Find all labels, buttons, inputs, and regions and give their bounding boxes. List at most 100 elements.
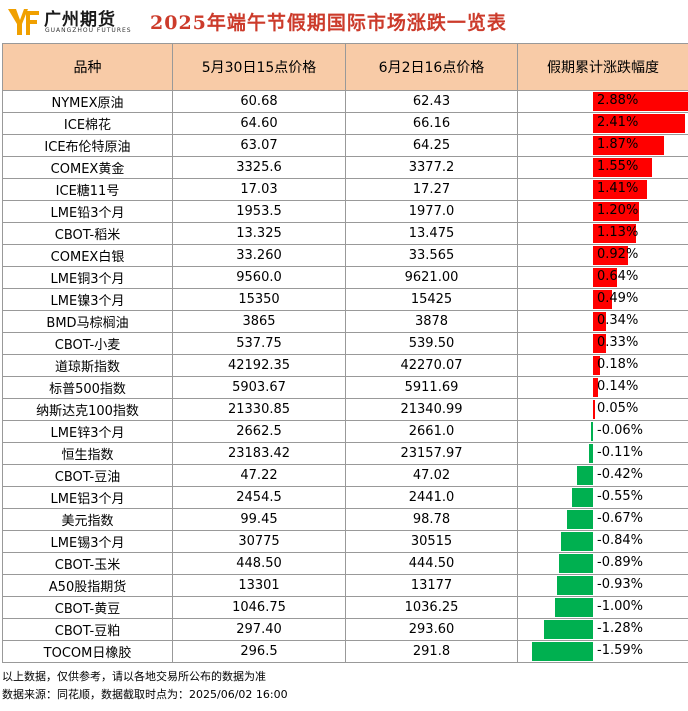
page-title: 2025年端午节假期国际市场涨跌一览表 bbox=[150, 12, 507, 34]
change-cell: 2.41% bbox=[517, 112, 688, 135]
change-cell: 0.49% bbox=[517, 288, 688, 311]
price-jun2-cell: 444.50 bbox=[345, 552, 518, 575]
change-bar bbox=[593, 268, 618, 287]
change-bar bbox=[593, 202, 639, 221]
variety-cell: A50股指期货 bbox=[2, 574, 173, 597]
price-jun2-cell: 2441.0 bbox=[345, 486, 518, 509]
change-percent: -0.67% bbox=[597, 511, 643, 526]
change-bar bbox=[593, 114, 686, 133]
price-jun2-cell: 15425 bbox=[345, 288, 518, 311]
table-header-row: 品种 5月30日15点价格 6月2日16点价格 假期累计涨跌幅度 bbox=[2, 43, 688, 91]
change-bar bbox=[593, 224, 637, 243]
price-jun2-cell: 98.78 bbox=[345, 508, 518, 531]
logo-icon bbox=[8, 9, 39, 35]
change-percent: 2.88% bbox=[597, 93, 639, 108]
variety-cell: NYMEX原油 bbox=[2, 90, 173, 113]
change-bar bbox=[532, 642, 593, 661]
table-row: ICE糖11号 17.03 17.27 1.41% bbox=[2, 178, 688, 201]
change-percent: -0.84% bbox=[597, 533, 643, 548]
table-row: ICE布伦特原油 63.07 64.25 1.87% bbox=[2, 134, 688, 157]
variety-cell: CBOT-小麦 bbox=[2, 332, 173, 355]
change-cell: 0.05% bbox=[517, 398, 688, 421]
price-jun2-cell: 5911.69 bbox=[345, 376, 518, 399]
change-percent: 0.49% bbox=[597, 291, 639, 306]
change-cell: -0.84% bbox=[517, 530, 688, 553]
price-may30-cell: 1953.5 bbox=[172, 200, 346, 223]
change-cell: -0.42% bbox=[517, 464, 688, 487]
price-may30-cell: 30775 bbox=[172, 530, 346, 553]
change-bar bbox=[554, 598, 593, 617]
price-may30-cell: 296.5 bbox=[172, 640, 346, 663]
change-percent: -0.55% bbox=[597, 489, 643, 504]
change-bar bbox=[593, 180, 647, 199]
price-jun2-cell: 42270.07 bbox=[345, 354, 518, 377]
header-price-jun2: 6月2日16点价格 bbox=[345, 43, 518, 91]
price-may30-cell: 13301 bbox=[172, 574, 346, 597]
variety-cell: CBOT-稻米 bbox=[2, 222, 173, 245]
table-row: CBOT-稻米 13.325 13.475 1.13% bbox=[2, 222, 688, 245]
change-cell: -1.59% bbox=[517, 640, 688, 663]
price-jun2-cell: 13.475 bbox=[345, 222, 518, 245]
price-jun2-cell: 66.16 bbox=[345, 112, 518, 135]
change-cell: 1.20% bbox=[517, 200, 688, 223]
table-row: CBOT-小麦 537.75 539.50 0.33% bbox=[2, 332, 688, 355]
change-percent: 0.34% bbox=[597, 313, 639, 328]
table-row: LME铜3个月 9560.0 9621.00 0.64% bbox=[2, 266, 688, 289]
variety-cell: 道琼斯指数 bbox=[2, 354, 173, 377]
table-row: BMD马棕榈油 3865 3878 0.34% bbox=[2, 310, 688, 333]
table-row: CBOT-豆粕 297.40 293.60 -1.28% bbox=[2, 618, 688, 641]
change-percent: -1.28% bbox=[597, 621, 643, 636]
price-jun2-cell: 30515 bbox=[345, 530, 518, 553]
change-percent: 1.87% bbox=[597, 137, 639, 152]
header-change: 假期累计涨跌幅度 bbox=[517, 43, 688, 91]
price-jun2-cell: 3377.2 bbox=[345, 156, 518, 179]
price-may30-cell: 537.75 bbox=[172, 332, 346, 355]
price-may30-cell: 99.45 bbox=[172, 508, 346, 531]
change-cell: -1.00% bbox=[517, 596, 688, 619]
price-jun2-cell: 3878 bbox=[345, 310, 518, 333]
price-jun2-cell: 1977.0 bbox=[345, 200, 518, 223]
change-percent: 1.55% bbox=[597, 159, 639, 174]
change-bar bbox=[593, 92, 688, 111]
change-bar bbox=[593, 378, 599, 397]
data-source-note: 数据来源：同花顺，数据截取时点为：2025/06/02 16:00 bbox=[2, 688, 288, 701]
table-row: 道琼斯指数 42192.35 42270.07 0.18% bbox=[2, 354, 688, 377]
table-row: TOCOM日橡胶 296.5 291.8 -1.59% bbox=[2, 640, 688, 663]
price-jun2-cell: 64.25 bbox=[345, 134, 518, 157]
variety-cell: COMEX黄金 bbox=[2, 156, 173, 179]
table-row: CBOT-豆油 47.22 47.02 -0.42% bbox=[2, 464, 688, 487]
table-row: A50股指期货 13301 13177 -0.93% bbox=[2, 574, 688, 597]
price-may30-cell: 60.68 bbox=[172, 90, 346, 113]
change-bar bbox=[567, 510, 593, 529]
change-percent: -0.93% bbox=[597, 577, 643, 592]
header: 广州期货 GUANGZHOU FUTURES 2025年端午节假期国际市场涨跌一… bbox=[0, 0, 688, 43]
variety-cell: CBOT-玉米 bbox=[2, 552, 173, 575]
price-jun2-cell: 17.27 bbox=[345, 178, 518, 201]
change-cell: 2.88% bbox=[517, 90, 688, 113]
variety-cell: CBOT-豆油 bbox=[2, 464, 173, 487]
table-row: 恒生指数 23183.42 23157.97 -0.11% bbox=[2, 442, 688, 465]
table-body: NYMEX原油 60.68 62.43 2.88% ICE棉花 64.60 66.16 2.4… bbox=[2, 90, 688, 663]
change-percent: 1.20% bbox=[597, 203, 639, 218]
change-bar bbox=[557, 576, 593, 595]
variety-cell: LME锌3个月 bbox=[2, 420, 173, 443]
price-may30-cell: 297.40 bbox=[172, 618, 346, 641]
change-cell: 0.34% bbox=[517, 310, 688, 333]
change-cell: -0.67% bbox=[517, 508, 688, 531]
price-jun2-cell: 9621.00 bbox=[345, 266, 518, 289]
price-jun2-cell: 13177 bbox=[345, 574, 518, 597]
variety-cell: 纳斯达克100指数 bbox=[2, 398, 173, 421]
variety-cell: LME锡3个月 bbox=[2, 530, 173, 553]
variety-cell: ICE棉花 bbox=[2, 112, 173, 135]
change-bar bbox=[593, 334, 606, 353]
price-jun2-cell: 21340.99 bbox=[345, 398, 518, 421]
variety-cell: ICE布伦特原油 bbox=[2, 134, 173, 157]
change-bar bbox=[593, 290, 612, 309]
price-jun2-cell: 62.43 bbox=[345, 90, 518, 113]
change-cell: 0.33% bbox=[517, 332, 688, 355]
change-percent: 0.64% bbox=[597, 269, 639, 284]
change-cell: 1.55% bbox=[517, 156, 688, 179]
price-may30-cell: 21330.85 bbox=[172, 398, 346, 421]
change-cell: 0.14% bbox=[517, 376, 688, 399]
change-cell: 1.41% bbox=[517, 178, 688, 201]
